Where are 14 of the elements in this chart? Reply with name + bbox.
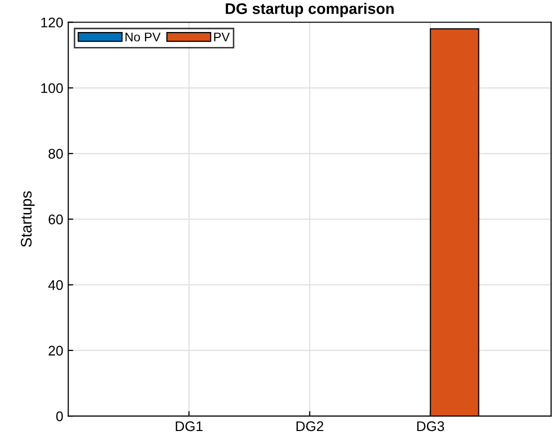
x-tick-label: DG2	[296, 421, 324, 432]
y-tick-label: 100	[41, 83, 63, 94]
y-tick-label: 120	[41, 18, 63, 28]
legend-label: PV	[214, 32, 230, 42]
chart-title: DG startup comparison	[226, 2, 394, 18]
y-tick-label: 40	[48, 280, 63, 290]
y-tick-label: 20	[48, 346, 63, 356]
y-tick-label: 60	[48, 214, 63, 224]
y-axis-title: Startups	[20, 191, 35, 247]
x-tick-label: DG1	[176, 421, 203, 432]
y-tick-label: 80	[48, 148, 63, 159]
legend-label: No PV	[126, 32, 161, 42]
x-tick-label: DG3	[417, 421, 444, 432]
y-tick-label: 0	[56, 411, 63, 422]
